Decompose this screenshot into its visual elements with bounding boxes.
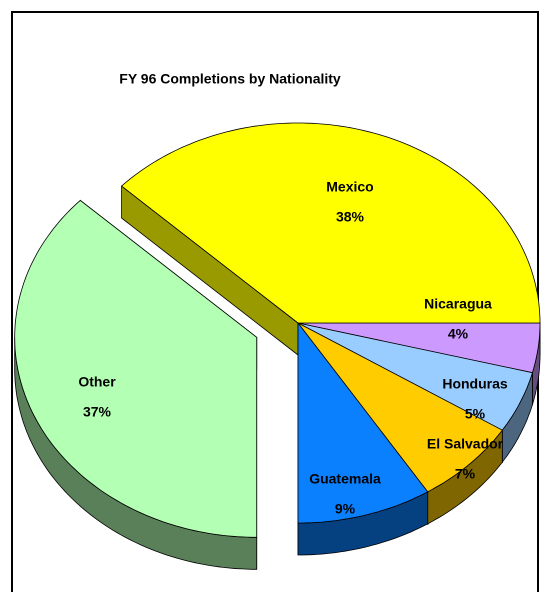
value-label: 5% (465, 406, 486, 422)
chart-title: FY 96 Completions by Nationality (119, 71, 341, 87)
value-label: 38% (336, 209, 365, 225)
slice (297, 322, 533, 431)
slice (297, 322, 503, 493)
slice-label: Nicaragua (424, 296, 492, 312)
slice (120, 122, 541, 324)
slice-label: Honduras (442, 376, 508, 392)
value-label: 37% (83, 404, 112, 420)
slice (14, 199, 258, 538)
slice-label: Mexico (326, 179, 373, 195)
slice (297, 321, 429, 524)
value-label: 4% (448, 326, 469, 342)
value-label: 7% (455, 466, 476, 482)
slice-label: Guatemala (309, 471, 381, 487)
slice-label: El Salvador (427, 436, 504, 452)
value-label: 9% (335, 501, 356, 517)
slice-label: Other (78, 374, 116, 390)
